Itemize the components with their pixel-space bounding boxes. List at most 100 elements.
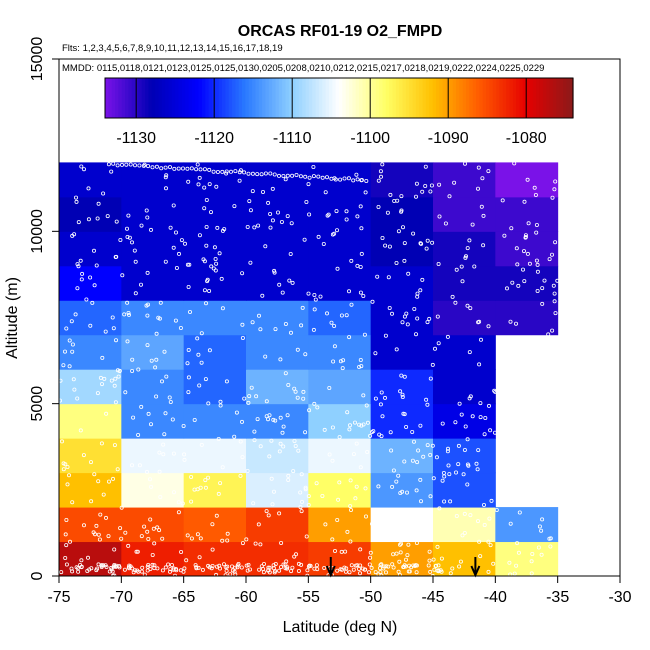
observation-point: [391, 565, 396, 570]
observation-point: [111, 161, 116, 166]
colorbar-segment: [335, 78, 340, 118]
observation-point: [423, 164, 428, 169]
observation-point: [69, 566, 74, 571]
observation-point: [299, 323, 304, 328]
observation-point: [214, 572, 219, 577]
observation-point: [553, 240, 558, 245]
observation-point: [225, 531, 230, 536]
observation-point: [412, 564, 417, 569]
observation-point: [351, 178, 356, 183]
observation-point: [409, 565, 414, 570]
observation-point: [98, 512, 103, 517]
observation-point: [273, 418, 278, 423]
observation-point: [286, 473, 291, 478]
observation-point: [148, 227, 153, 232]
colorbar-segment: [506, 78, 511, 118]
colorbar-segment: [258, 78, 263, 118]
observation-point: [76, 220, 81, 225]
observation-point: [139, 569, 144, 574]
observation-point: [114, 219, 119, 224]
observation-point: [101, 492, 106, 497]
observation-point: [512, 161, 517, 166]
heatmap-cell: [433, 231, 496, 267]
colorbar-segment: [365, 78, 370, 118]
colorbar-segment: [382, 78, 387, 118]
observation-point: [548, 544, 553, 549]
observation-point: [425, 402, 430, 407]
observation-point: [348, 507, 353, 512]
observation-point: [96, 201, 101, 206]
observation-point: [173, 230, 178, 235]
observation-point: [386, 275, 391, 280]
observation-point: [333, 177, 338, 182]
observation-point: [363, 567, 368, 572]
colorbar-segment: [125, 78, 129, 118]
colorbar-segment: [285, 78, 290, 118]
observation-point: [247, 199, 252, 204]
observation-point: [176, 166, 181, 171]
observation-point: [418, 241, 423, 246]
observation-point: [354, 441, 359, 446]
observation-point: [419, 241, 424, 246]
observation-point: [508, 521, 513, 526]
observation-point: [295, 347, 300, 352]
observation-point: [535, 269, 540, 274]
observation-point: [202, 259, 207, 264]
observation-point: [211, 266, 216, 271]
observation-point: [96, 532, 101, 537]
colorbar-segment: [185, 78, 190, 118]
observation-point: [400, 489, 405, 494]
observation-point: [220, 306, 225, 311]
observation-point: [207, 348, 212, 353]
colorbar-segment: [168, 78, 173, 118]
observation-point: [110, 315, 115, 320]
observation-point: [162, 432, 167, 437]
heatmap-cell: [183, 438, 247, 474]
observation-point: [74, 565, 79, 570]
observation-point: [203, 478, 208, 483]
observation-point: [478, 415, 483, 420]
observation-point: [454, 514, 459, 519]
observation-point: [147, 477, 152, 482]
observation-point: [137, 163, 142, 168]
observation-point: [394, 551, 399, 556]
colorbar-segment: [175, 78, 180, 118]
observation-point: [277, 282, 282, 287]
observation-point: [363, 190, 368, 195]
observation-point: [332, 344, 337, 349]
observation-point: [425, 238, 430, 243]
observation-point: [314, 481, 319, 486]
observation-point: [399, 208, 404, 213]
observation-point: [426, 563, 431, 568]
observation-point: [344, 209, 349, 214]
observation-point: [240, 271, 245, 276]
colorbar-segment: [519, 78, 524, 118]
observation-point: [145, 529, 150, 534]
colorbar-segment: [138, 78, 143, 118]
observation-point: [268, 171, 273, 176]
observation-point: [332, 549, 337, 554]
observation-point: [113, 254, 118, 259]
observation-point: [314, 563, 319, 568]
colorbar-segment: [328, 78, 333, 118]
observation-point: [174, 568, 179, 573]
observation-point: [322, 427, 327, 432]
observation-point: [195, 162, 200, 167]
observation-point: [448, 571, 453, 576]
observation-point: [117, 368, 122, 373]
observation-point: [530, 552, 535, 557]
observation-point: [153, 365, 158, 370]
heatmap-cell: [59, 369, 122, 405]
observation-point: [428, 376, 433, 381]
observation-point: [100, 355, 105, 360]
colorbar-segment: [225, 78, 230, 118]
x-tick-label: -35: [546, 589, 569, 606]
observation-point: [369, 565, 374, 570]
observation-point: [461, 472, 466, 477]
observation-point: [339, 313, 344, 318]
colorbar-segment: [292, 78, 297, 118]
observation-point: [159, 379, 164, 384]
observation-point: [327, 385, 332, 390]
arrow-head: [470, 565, 481, 578]
observation-point: [270, 502, 275, 507]
